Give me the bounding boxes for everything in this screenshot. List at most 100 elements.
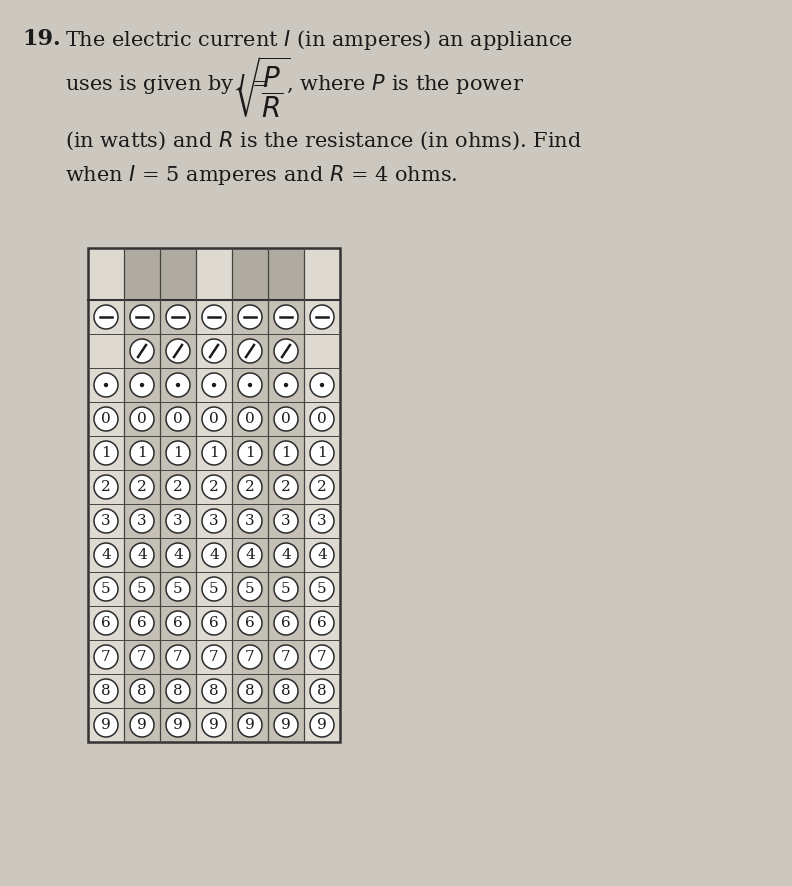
Text: 1: 1 xyxy=(173,446,183,460)
Bar xyxy=(196,248,232,300)
Circle shape xyxy=(274,475,298,499)
Circle shape xyxy=(202,305,226,329)
Bar xyxy=(232,248,268,300)
Text: 6: 6 xyxy=(281,616,291,630)
Text: 8: 8 xyxy=(173,684,183,698)
Circle shape xyxy=(274,339,298,363)
Text: 8: 8 xyxy=(246,684,255,698)
Circle shape xyxy=(94,475,118,499)
Circle shape xyxy=(310,577,334,601)
Circle shape xyxy=(310,645,334,669)
Text: 8: 8 xyxy=(137,684,147,698)
Circle shape xyxy=(238,713,262,737)
Circle shape xyxy=(248,383,252,387)
Text: 4: 4 xyxy=(173,548,183,562)
Circle shape xyxy=(211,383,216,387)
Circle shape xyxy=(274,407,298,431)
Bar xyxy=(160,248,196,300)
Text: 6: 6 xyxy=(137,616,147,630)
Bar xyxy=(160,300,196,742)
Text: 7: 7 xyxy=(137,650,147,664)
Circle shape xyxy=(202,543,226,567)
Circle shape xyxy=(94,305,118,329)
Circle shape xyxy=(94,373,118,397)
Text: 2: 2 xyxy=(137,480,147,494)
Text: 6: 6 xyxy=(173,616,183,630)
Circle shape xyxy=(130,543,154,567)
Text: 0: 0 xyxy=(281,412,291,426)
Text: 4: 4 xyxy=(209,548,219,562)
Circle shape xyxy=(310,441,334,465)
Text: 6: 6 xyxy=(209,616,219,630)
Circle shape xyxy=(130,577,154,601)
Text: 3: 3 xyxy=(137,514,147,528)
Circle shape xyxy=(202,611,226,635)
Text: 1: 1 xyxy=(246,446,255,460)
Circle shape xyxy=(238,407,262,431)
Bar xyxy=(124,248,160,300)
Text: 0: 0 xyxy=(209,412,219,426)
Circle shape xyxy=(94,713,118,737)
Text: 9: 9 xyxy=(101,718,111,732)
Circle shape xyxy=(202,339,226,363)
Circle shape xyxy=(274,509,298,533)
Circle shape xyxy=(238,441,262,465)
Text: 7: 7 xyxy=(281,650,291,664)
Circle shape xyxy=(166,509,190,533)
Text: , where $P$ is the power: , where $P$ is the power xyxy=(286,72,524,96)
Circle shape xyxy=(202,577,226,601)
Circle shape xyxy=(94,509,118,533)
Circle shape xyxy=(166,577,190,601)
Circle shape xyxy=(310,407,334,431)
Bar xyxy=(124,300,160,742)
Bar xyxy=(268,248,304,300)
Text: 1: 1 xyxy=(137,446,147,460)
Text: 7: 7 xyxy=(317,650,327,664)
Circle shape xyxy=(166,475,190,499)
Text: $\sqrt{\dfrac{P}{R}}$: $\sqrt{\dfrac{P}{R}}$ xyxy=(232,55,290,120)
Circle shape xyxy=(94,577,118,601)
Bar xyxy=(88,248,124,300)
Circle shape xyxy=(238,305,262,329)
Text: 2: 2 xyxy=(246,480,255,494)
Circle shape xyxy=(130,645,154,669)
Circle shape xyxy=(310,611,334,635)
Text: when $I$ = 5 amperes and $R$ = 4 ohms.: when $I$ = 5 amperes and $R$ = 4 ohms. xyxy=(65,163,458,187)
Text: 3: 3 xyxy=(246,514,255,528)
Circle shape xyxy=(202,373,226,397)
Circle shape xyxy=(166,339,190,363)
Circle shape xyxy=(202,645,226,669)
Text: 8: 8 xyxy=(101,684,111,698)
Circle shape xyxy=(310,305,334,329)
Circle shape xyxy=(238,543,262,567)
Circle shape xyxy=(238,645,262,669)
Circle shape xyxy=(274,611,298,635)
Text: 1: 1 xyxy=(101,446,111,460)
Circle shape xyxy=(238,509,262,533)
Text: 0: 0 xyxy=(173,412,183,426)
Circle shape xyxy=(166,373,190,397)
Circle shape xyxy=(202,407,226,431)
Text: 5: 5 xyxy=(246,582,255,596)
Circle shape xyxy=(238,373,262,397)
Circle shape xyxy=(166,679,190,703)
Circle shape xyxy=(202,475,226,499)
Circle shape xyxy=(94,611,118,635)
Text: 2: 2 xyxy=(173,480,183,494)
Text: 7: 7 xyxy=(101,650,111,664)
Text: 3: 3 xyxy=(173,514,183,528)
Circle shape xyxy=(166,543,190,567)
Text: 5: 5 xyxy=(137,582,147,596)
Text: 1: 1 xyxy=(317,446,327,460)
Text: 8: 8 xyxy=(209,684,219,698)
Text: 1: 1 xyxy=(281,446,291,460)
Text: 6: 6 xyxy=(246,616,255,630)
Circle shape xyxy=(166,407,190,431)
Circle shape xyxy=(130,713,154,737)
Circle shape xyxy=(238,679,262,703)
Circle shape xyxy=(94,679,118,703)
Circle shape xyxy=(274,543,298,567)
Bar xyxy=(268,300,304,742)
Circle shape xyxy=(310,679,334,703)
Text: 2: 2 xyxy=(281,480,291,494)
